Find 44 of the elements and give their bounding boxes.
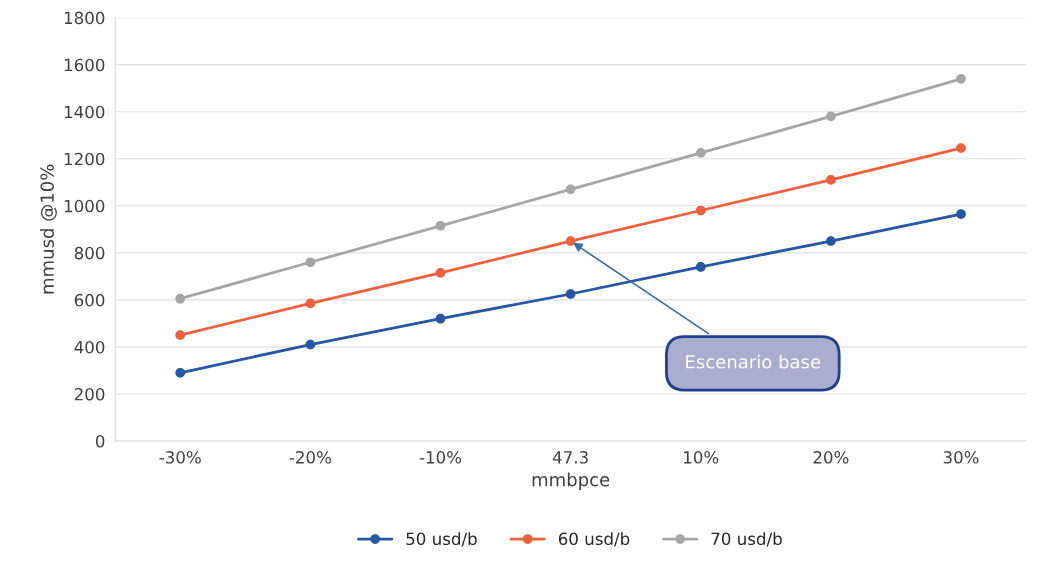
x-tick-label: -20% [289, 451, 331, 464]
x-axis-title: mmbpce [532, 472, 610, 490]
point [435, 313, 446, 324]
point [956, 143, 966, 154]
point [175, 367, 186, 378]
point [826, 175, 836, 185]
point [305, 257, 316, 268]
y-tick-label: 1600 [64, 58, 105, 72]
x-tick-label: 20% [813, 451, 849, 464]
legend-label: 50 usd/b [406, 532, 477, 547]
y-tick-label: 1800 [64, 11, 105, 25]
point [305, 298, 316, 309]
x-tick-label: -10% [419, 451, 462, 464]
x-tick-label: 10% [684, 451, 719, 464]
x-tick-label: 30% [943, 451, 979, 464]
point [695, 148, 706, 158]
point [565, 289, 576, 299]
point [435, 220, 446, 231]
point [175, 293, 186, 304]
point [175, 330, 186, 341]
y-tick-label: 400 [74, 340, 105, 354]
point [956, 209, 966, 219]
x-tick-label: 47.3 [552, 451, 588, 464]
y-tick-label: 0 [95, 434, 105, 448]
legend-label: 70 usd/b [711, 532, 782, 547]
point [695, 205, 706, 216]
point [956, 73, 966, 84]
point [695, 262, 706, 272]
point [435, 267, 446, 278]
x-tick-label: -30% [159, 451, 201, 464]
y-tick-label: 800 [74, 246, 105, 260]
point [305, 339, 316, 350]
point [565, 184, 576, 195]
point [826, 111, 836, 122]
y-tick-label: 1400 [64, 105, 105, 119]
y-tick-label: 1200 [64, 152, 105, 166]
point [565, 236, 576, 246]
y-tick-label: 600 [74, 293, 105, 307]
legend-label: 60 usd/b [558, 532, 630, 547]
annotation: Escenario base [686, 354, 821, 369]
y-tick-label: 200 [74, 387, 105, 401]
y-axis-title: mmusd @10% [40, 164, 57, 294]
y-tick-label: 1000 [64, 199, 105, 213]
point [826, 236, 836, 246]
